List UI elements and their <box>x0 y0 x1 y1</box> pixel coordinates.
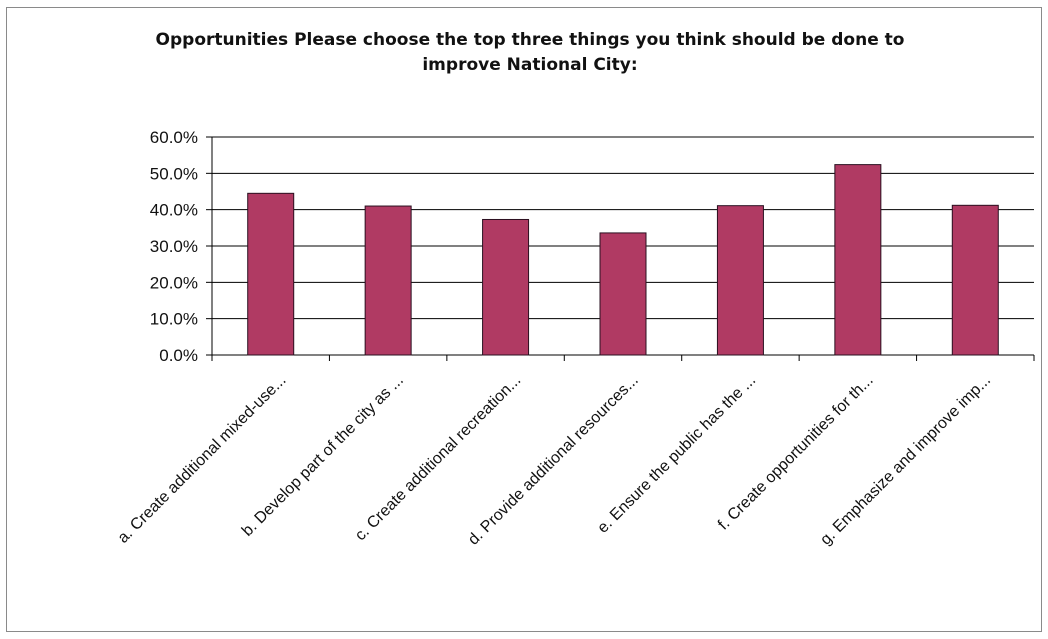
y-tick-label: 10.0% <box>150 310 198 329</box>
y-tick-label: 0.0% <box>159 346 198 365</box>
bar-g <box>951 204 999 356</box>
y-tick-label: 30.0% <box>150 237 198 256</box>
bar-f <box>834 164 882 356</box>
bar-a <box>247 192 295 356</box>
y-tick-label: 20.0% <box>150 273 198 292</box>
bar-c <box>482 218 530 356</box>
y-tick-label: 40.0% <box>150 201 198 220</box>
chart-title: Opportunities Please choose the top thre… <box>155 30 905 75</box>
bar-e <box>716 205 764 356</box>
y-tick-label: 50.0% <box>150 164 198 183</box>
bar-b <box>364 205 412 356</box>
y-tick-label: 60.0% <box>150 128 198 147</box>
bar-d <box>599 232 647 356</box>
